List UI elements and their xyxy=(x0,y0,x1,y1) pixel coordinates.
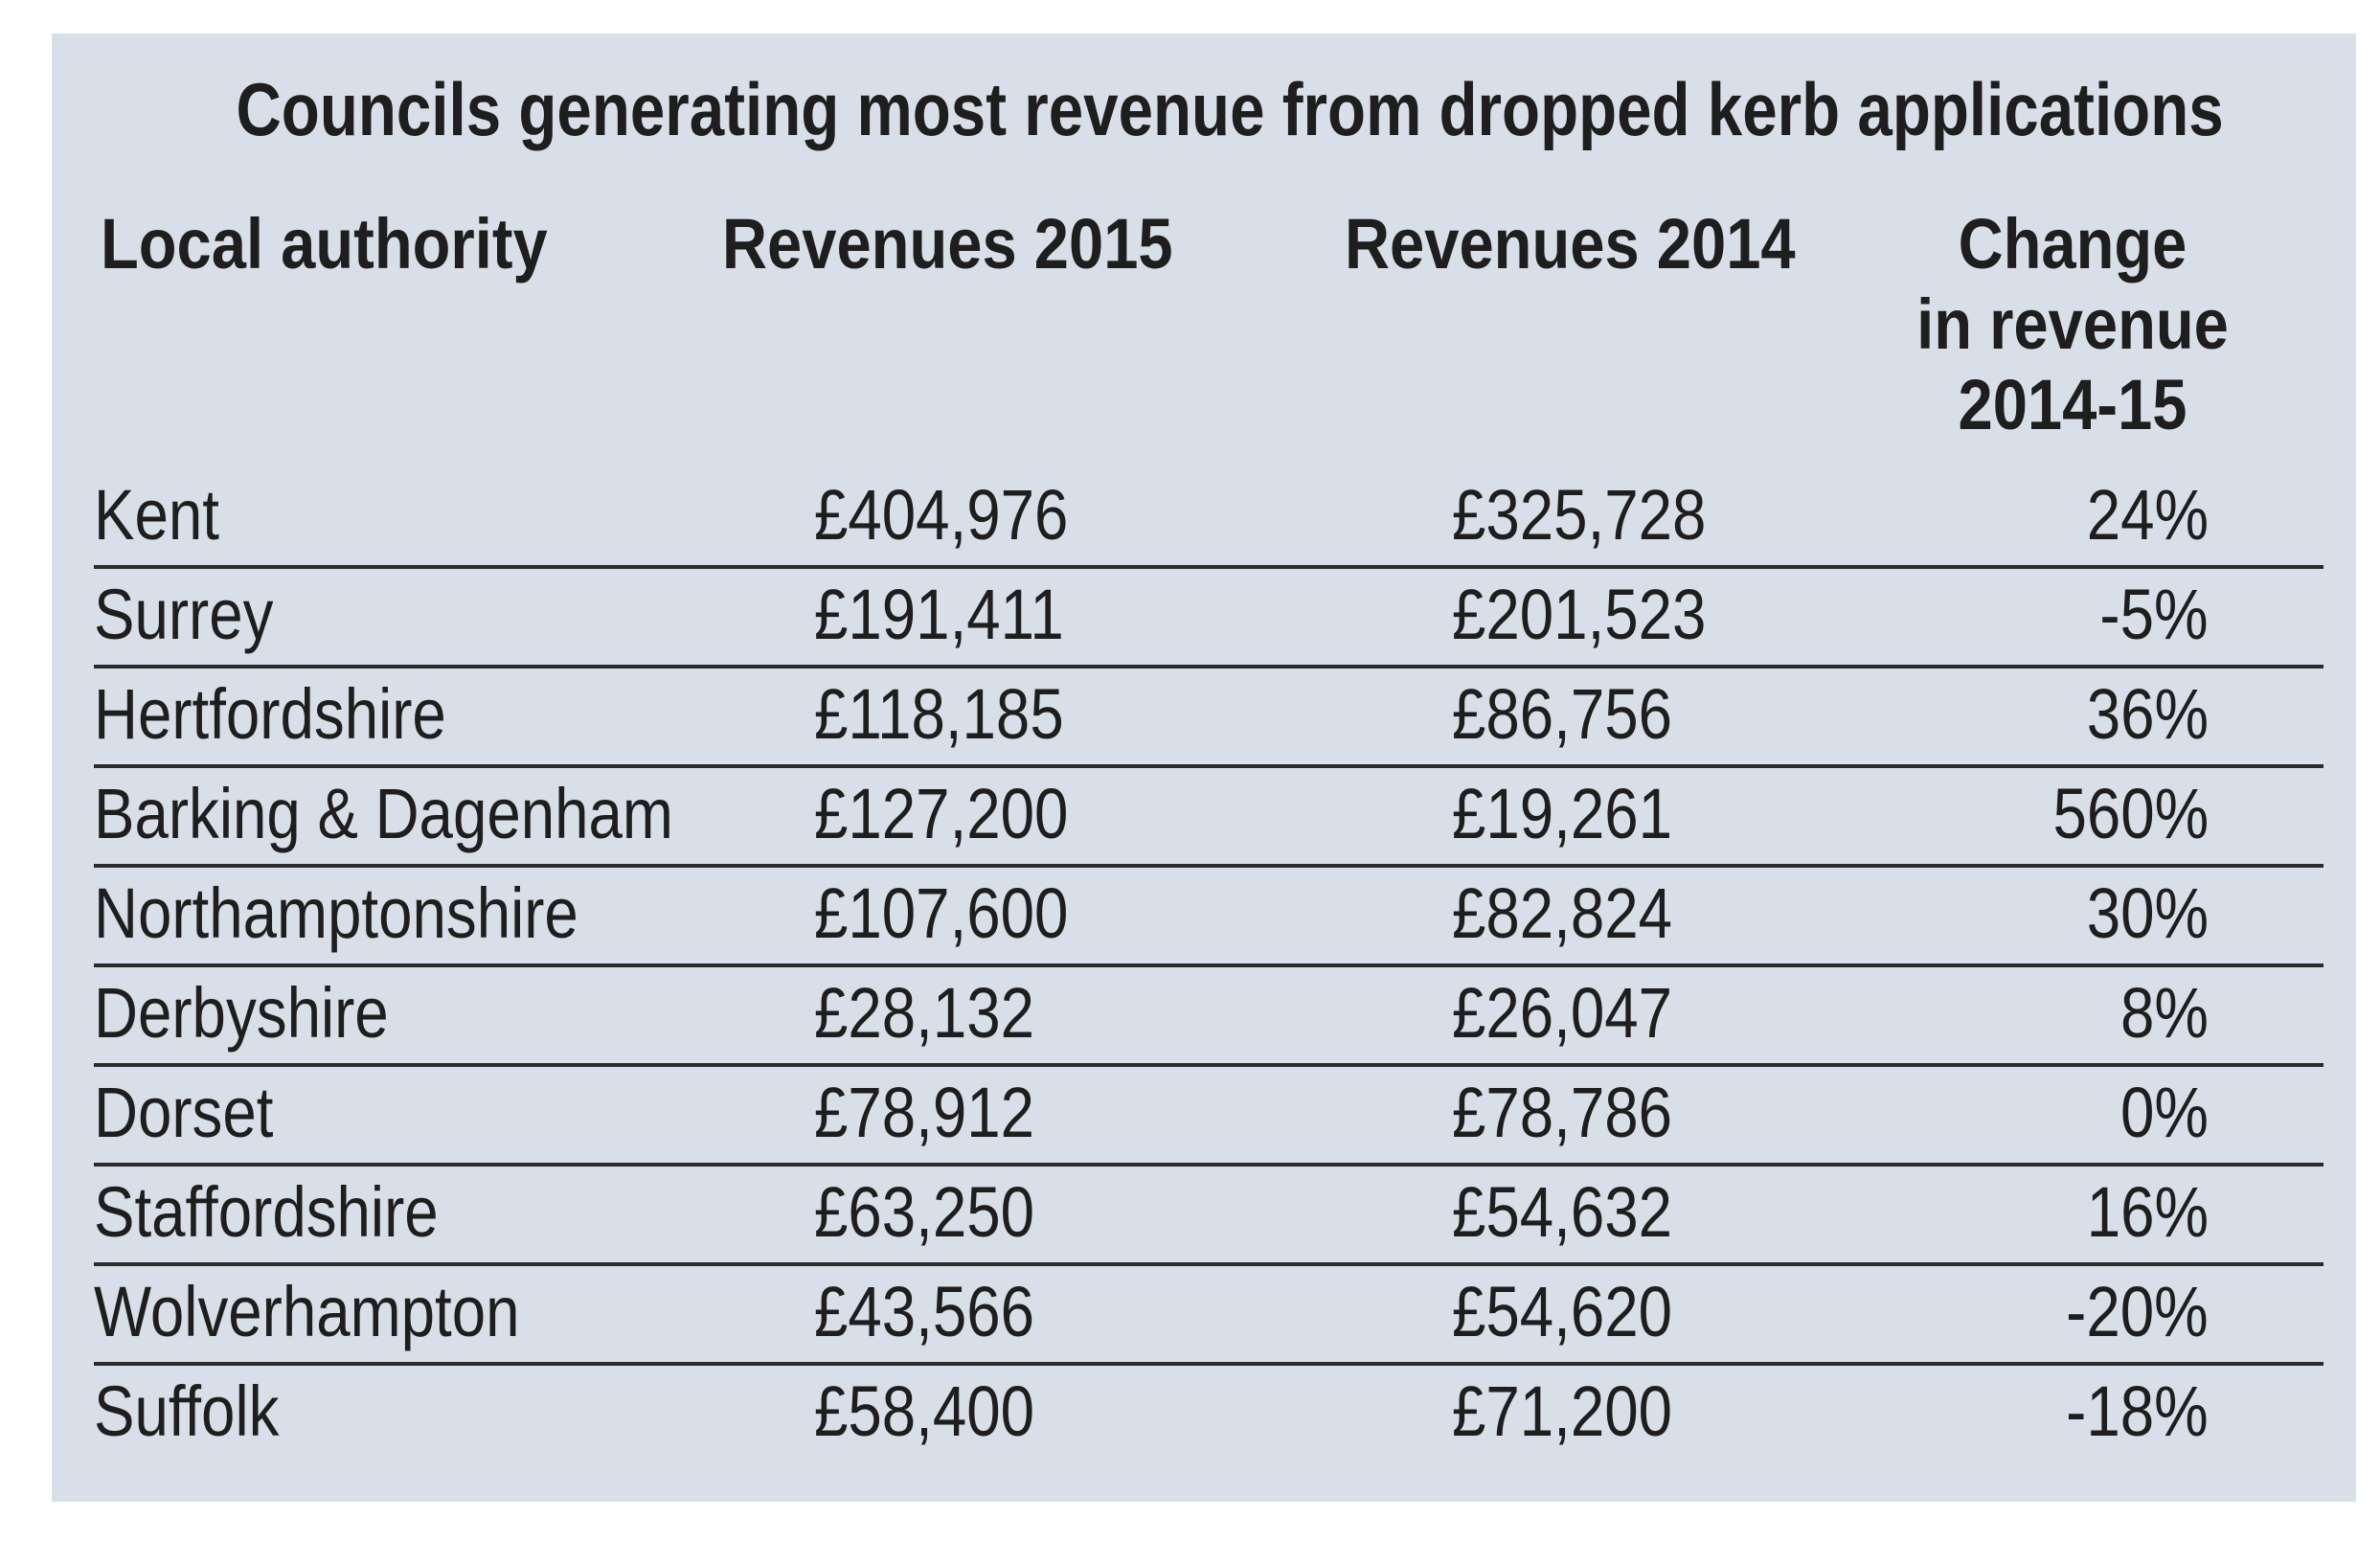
table-row: Dorset £78,912 £78,786 0% xyxy=(94,1067,2323,1167)
cell-authority: Hertfordshire xyxy=(94,674,446,754)
cell-revenue-2014: £325,728 xyxy=(1452,475,1707,555)
cell-revenue-2015: £63,250 xyxy=(814,1172,1035,1252)
cell-revenue-2015: £43,566 xyxy=(814,1272,1035,1351)
table-row: Barking & Dagenham £127,200 £19,261 560% xyxy=(94,768,2323,868)
table-row: Hertfordshire £118,185 £86,756 36% xyxy=(94,669,2323,768)
cell-authority: Northamptonshire xyxy=(94,873,578,953)
cell-revenue-2015: £191,411 xyxy=(814,575,1064,654)
table-body: Kent £404,976 £325,728 24% Surrey £191,4… xyxy=(94,469,2323,1465)
cell-authority: Surrey xyxy=(94,575,274,654)
cell-change: 36% xyxy=(2086,674,2209,754)
table-row: Derbyshire £28,132 £26,047 8% xyxy=(94,967,2323,1067)
cell-authority: Kent xyxy=(94,475,219,555)
table-row: Kent £404,976 £325,728 24% xyxy=(94,469,2323,569)
cell-authority: Staffordshire xyxy=(94,1172,439,1252)
cell-revenue-2014: £201,523 xyxy=(1452,575,1707,654)
column-header-change-line-1: Change xyxy=(1958,204,2187,283)
cell-revenue-2015: £127,200 xyxy=(814,774,1069,853)
cell-authority: Wolverhampton xyxy=(94,1272,520,1351)
table-row: Wolverhampton £43,566 £54,620 -20% xyxy=(94,1266,2323,1366)
cell-change: -5% xyxy=(2099,575,2209,654)
cell-authority: Barking & Dagenham xyxy=(94,774,673,853)
column-header-change-line-3: 2014-15 xyxy=(1958,365,2187,444)
cell-revenue-2015: £78,912 xyxy=(814,1073,1035,1152)
column-header-revenues-2014: Revenues 2014 xyxy=(1345,204,1796,283)
cell-revenue-2015: £58,400 xyxy=(814,1371,1035,1451)
cell-authority: Suffolk xyxy=(94,1371,280,1451)
cell-change: -20% xyxy=(2066,1272,2209,1351)
cell-revenue-2014: £54,620 xyxy=(1452,1272,1673,1351)
cell-revenue-2014: £78,786 xyxy=(1452,1073,1673,1152)
cell-revenue-2014: £19,261 xyxy=(1452,774,1673,853)
table-row: Staffordshire £63,250 £54,632 16% xyxy=(94,1167,2323,1266)
cell-change: 560% xyxy=(2052,774,2209,853)
column-header-local-authority: Local authority xyxy=(101,204,548,283)
column-header-change-line-2: in revenue xyxy=(1916,284,2229,364)
column-header-change: Change in revenue 2014-15 xyxy=(1879,204,2267,445)
column-header-revenues-2015: Revenues 2015 xyxy=(722,204,1173,283)
cell-change: 8% xyxy=(2120,973,2209,1053)
cell-change: 16% xyxy=(2086,1172,2209,1252)
table-title: Councils generating most revenue from dr… xyxy=(236,67,2224,151)
cell-change: 0% xyxy=(2120,1073,2209,1152)
cell-revenue-2014: £54,632 xyxy=(1452,1172,1673,1252)
cell-change: -18% xyxy=(2066,1371,2209,1451)
cell-revenue-2015: £28,132 xyxy=(814,973,1035,1053)
table-panel: Councils generating most revenue from dr… xyxy=(52,34,2356,1502)
cell-change: 24% xyxy=(2086,475,2209,555)
table-row: Suffolk £58,400 £71,200 -18% xyxy=(94,1366,2323,1465)
cell-authority: Derbyshire xyxy=(94,973,389,1053)
cell-revenue-2015: £404,976 xyxy=(814,475,1069,555)
cell-authority: Dorset xyxy=(94,1073,274,1152)
cell-revenue-2015: £107,600 xyxy=(814,873,1069,953)
table-row: Northamptonshire £107,600 £82,824 30% xyxy=(94,868,2323,967)
cell-revenue-2014: £71,200 xyxy=(1452,1371,1673,1451)
cell-revenue-2014: £86,756 xyxy=(1452,674,1673,754)
cell-revenue-2014: £82,824 xyxy=(1452,873,1673,953)
cell-revenue-2014: £26,047 xyxy=(1452,973,1673,1053)
cell-revenue-2015: £118,185 xyxy=(814,674,1064,754)
table-row: Surrey £191,411 £201,523 -5% xyxy=(94,569,2323,669)
cell-change: 30% xyxy=(2086,873,2209,953)
